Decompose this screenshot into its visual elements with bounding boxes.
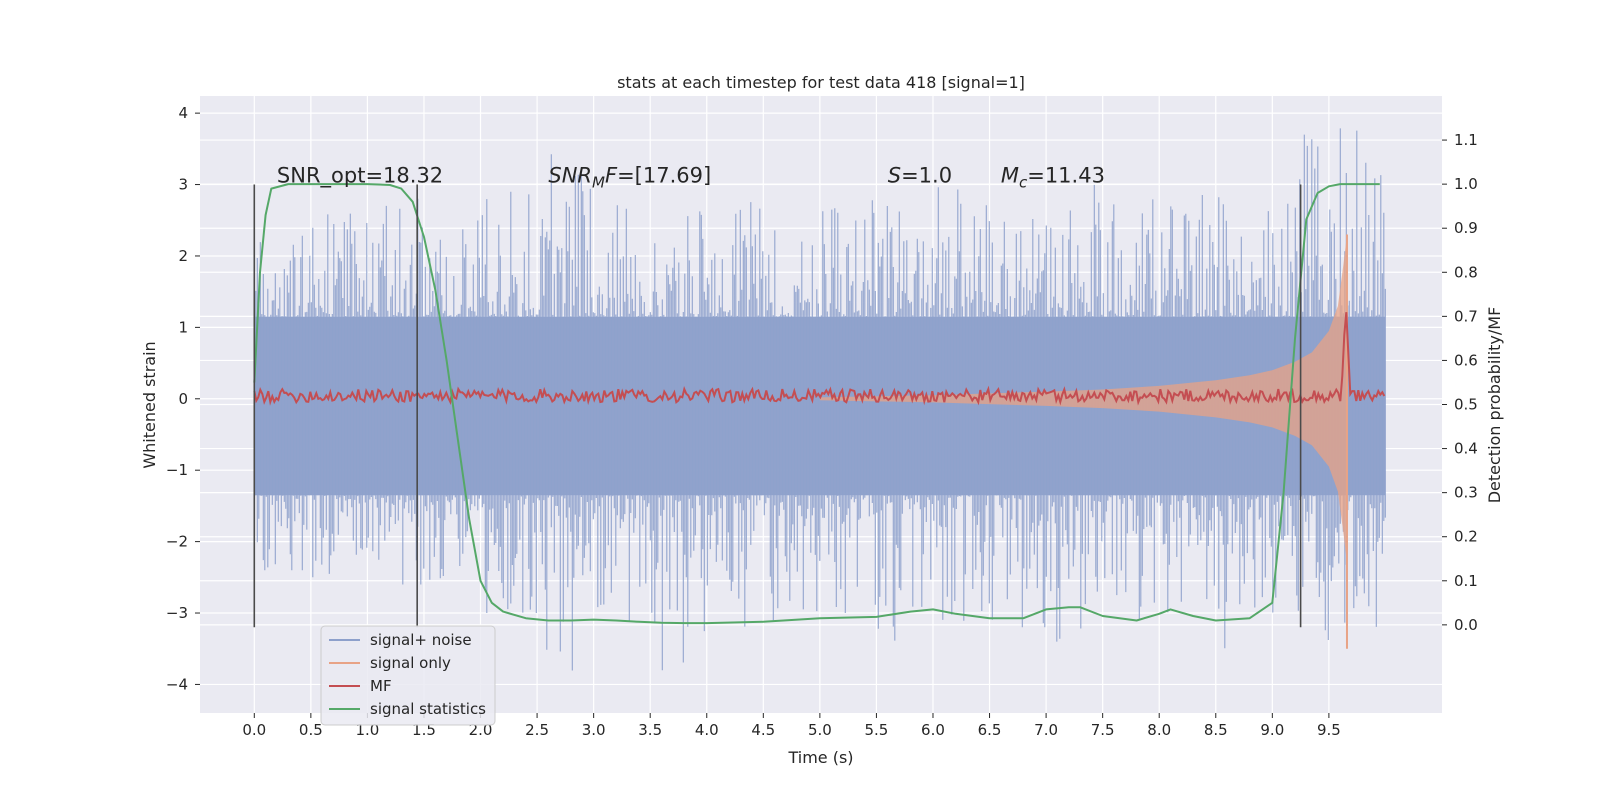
- x-axis-label: Time (s): [787, 748, 853, 767]
- x-tick-label: 7.0: [1034, 721, 1058, 739]
- x-tick-label: 8.5: [1204, 721, 1228, 739]
- annotations: SNR_opt=18.32 SNRMF=[17.69] S=1.0 Mc=11.43: [277, 164, 1105, 192]
- y-right-tick-label: 0.0: [1454, 616, 1478, 634]
- annotation-1: SNRMF=[17.69]: [548, 164, 711, 192]
- annotation-3: Mc=11.43: [1001, 164, 1105, 192]
- y-tick-label: −1: [166, 461, 188, 479]
- y-right-tick-label: 0.9: [1454, 219, 1478, 237]
- chart-title: stats at each timestep for test data 418…: [617, 73, 1025, 92]
- y-right-tick-label: 0.3: [1454, 484, 1478, 502]
- y-right-tick-label: 0.5: [1454, 396, 1478, 414]
- x-tick-label: 0.0: [242, 721, 266, 739]
- x-tick-label: 3.0: [582, 721, 606, 739]
- y-tick-label: 4: [178, 104, 188, 122]
- x-tick-label: 4.0: [695, 721, 719, 739]
- y-tick-label: 1: [178, 318, 188, 336]
- x-tick-label: 6.5: [978, 721, 1002, 739]
- y-axis-label-right: Detection probability/MF: [1485, 307, 1504, 504]
- x-tick-label: 5.5: [864, 721, 888, 739]
- vertical-lines: [253, 184, 1302, 628]
- x-ticks: 0.0 0.5 1.0 1.5 2.0 2.5 3.0 3.5 4.0 4.5 5.0 5.5 6.0 6…: [242, 713, 1341, 739]
- x-tick-label: 7.5: [1091, 721, 1115, 739]
- y-tick-label: 3: [178, 176, 188, 194]
- y-tick-label: −3: [166, 604, 188, 622]
- legend-label-signal-statistics: signal statistics: [370, 700, 486, 718]
- y-tick-label: 0: [178, 390, 188, 408]
- x-tick-label: 5.0: [808, 721, 832, 739]
- y-tick-label: −2: [166, 533, 188, 551]
- annotation-0: SNR_opt=18.32: [277, 164, 443, 189]
- y-ticks-left: 4 3 2 1 0 −1 −2 −3 −4: [166, 104, 200, 693]
- x-tick-label: 0.5: [299, 721, 323, 739]
- legend-label-mf: MF: [370, 677, 392, 695]
- y-axis-label: Whitened strain: [140, 341, 159, 468]
- y-right-tick-label: 0.6: [1454, 351, 1478, 369]
- y-right-tick-label: 0.8: [1454, 263, 1478, 281]
- x-tick-label: 9.0: [1260, 721, 1284, 739]
- y-right-tick-label: 0.2: [1454, 528, 1478, 546]
- x-tick-label: 6.0: [921, 721, 945, 739]
- y-right-tick-label: 1.1: [1454, 131, 1478, 149]
- y-right-tick-label: 0.4: [1454, 440, 1478, 458]
- legend: signal+ noise signal only MF signal stat…: [320, 625, 496, 726]
- y-right-tick-label: 0.1: [1454, 572, 1478, 590]
- x-tick-label: 3.5: [638, 721, 662, 739]
- y-ticks-right: 1.1 1.0 0.9 0.8 0.7 0.6 0.5 0.4 0.3 0.2 0.1 0.0: [1442, 131, 1478, 634]
- x-tick-label: 2.5: [525, 721, 549, 739]
- y-right-tick-label: 0.7: [1454, 307, 1478, 325]
- x-tick-label: 9.5: [1317, 721, 1341, 739]
- y-tick-label: 2: [178, 247, 188, 265]
- y-right-tick-label: 1.0: [1454, 175, 1478, 193]
- series-signal-statistics: [253, 183, 1380, 625]
- x-tick-label: 4.5: [751, 721, 775, 739]
- series-layer: [253, 128, 1386, 671]
- legend-label-signal-noise: signal+ noise: [370, 631, 472, 649]
- series-mf: [253, 312, 1386, 406]
- x-tick-label: 8.0: [1147, 721, 1171, 739]
- y-tick-label: −4: [166, 675, 188, 693]
- legend-label-signal-only: signal only: [370, 654, 451, 672]
- legend-box: [320, 625, 496, 726]
- annotation-2: S=1.0: [888, 164, 952, 188]
